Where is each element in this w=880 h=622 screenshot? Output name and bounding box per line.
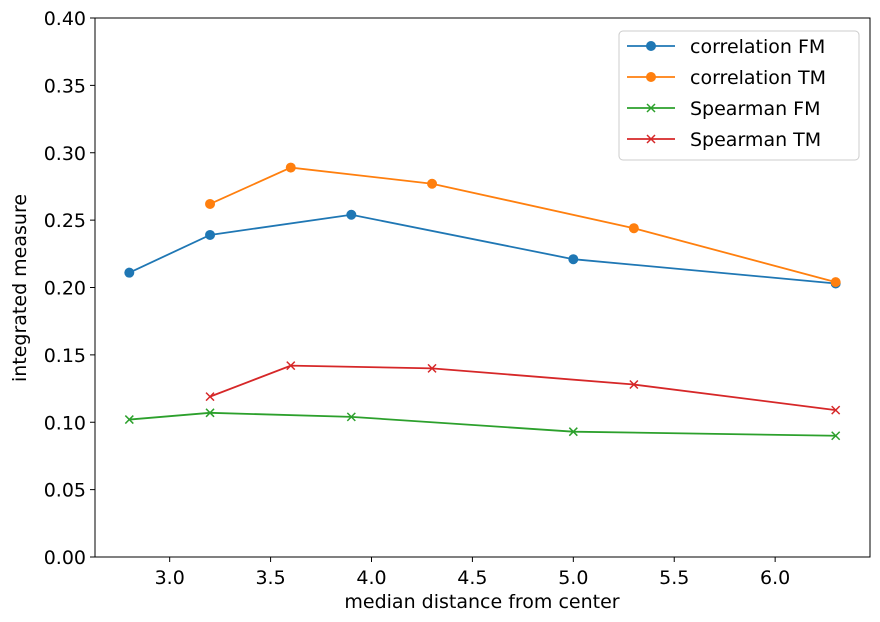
data-point-spearman-fm [205, 408, 215, 418]
data-point-correlation-tm [427, 178, 438, 189]
legend: correlation FM correlation TM Spearman FM S… [618, 30, 860, 161]
data-point-correlation-fm [124, 267, 135, 278]
data-point-correlation-tm [285, 162, 296, 173]
y-tick-label: 0.00 [44, 547, 86, 569]
x-tick-label: 6.0 [760, 567, 790, 589]
y-tick-label: 0.20 [44, 278, 86, 300]
y-axis-ticks: 0.00 0.05 0.10 0.15 0.20 0.25 0.30 0.35 0.40 [44, 8, 95, 569]
data-point-correlation-fm [346, 209, 357, 220]
legend-marker [646, 134, 656, 144]
legend-box [618, 30, 860, 161]
data-point-correlation-tm [628, 223, 639, 234]
data-point-spearman-fm [124, 415, 134, 425]
series-layer [124, 162, 841, 441]
data-point-spearman-tm [286, 361, 296, 371]
data-point-spearman-fm [568, 427, 578, 437]
data-point-spearman-tm [427, 363, 437, 373]
data-point-correlation-fm [568, 254, 579, 265]
y-tick-label: 0.15 [44, 345, 86, 367]
legend-label: Spearman TM [690, 129, 821, 151]
legend-entry-spearman-tm: Spearman TM [627, 129, 821, 151]
data-point-correlation-tm [830, 277, 841, 288]
y-axis-label: integrated measure [9, 194, 31, 382]
series-spearman-fm [124, 408, 841, 441]
x-tick-label: 3.5 [255, 567, 285, 589]
data-point-correlation-tm [205, 198, 216, 209]
data-point-spearman-fm [831, 431, 841, 441]
legend-entry-spearman-fm: Spearman FM [627, 98, 821, 120]
legend-label: correlation FM [690, 36, 825, 58]
legend-marker [646, 103, 656, 113]
x-tick-label: 4.0 [356, 567, 386, 589]
x-axis-label: median distance from center [344, 591, 619, 613]
series-correlation-tm [205, 162, 841, 288]
data-point-spearman-tm [205, 392, 215, 402]
legend-label: Spearman FM [690, 98, 821, 120]
data-point-spearman-fm [346, 412, 356, 422]
legend-marker [646, 72, 656, 82]
series-spearman-tm [205, 361, 841, 415]
y-tick-label: 0.30 [44, 143, 86, 165]
x-tick-label: 5.0 [558, 567, 588, 589]
y-tick-label: 0.05 [44, 480, 86, 502]
y-tick-label: 0.10 [44, 412, 86, 434]
legend-label: correlation TM [690, 67, 826, 89]
x-tick-label: 3.0 [155, 567, 185, 589]
legend-entry-correlation-tm: correlation TM [627, 67, 826, 89]
x-axis-ticks: 3.0 3.5 4.0 4.5 5.0 5.5 6.0 [155, 557, 790, 589]
data-point-correlation-fm [205, 229, 216, 240]
x-tick-label: 4.5 [457, 567, 487, 589]
data-point-spearman-tm [629, 379, 639, 390]
y-tick-label: 0.35 [44, 75, 86, 97]
legend-entry-correlation-fm: correlation FM [627, 36, 825, 58]
y-tick-label: 0.25 [44, 210, 86, 232]
x-tick-label: 5.5 [659, 567, 689, 589]
legend-marker [646, 41, 656, 51]
data-point-spearman-tm [831, 405, 841, 415]
y-tick-label: 0.40 [44, 8, 86, 30]
